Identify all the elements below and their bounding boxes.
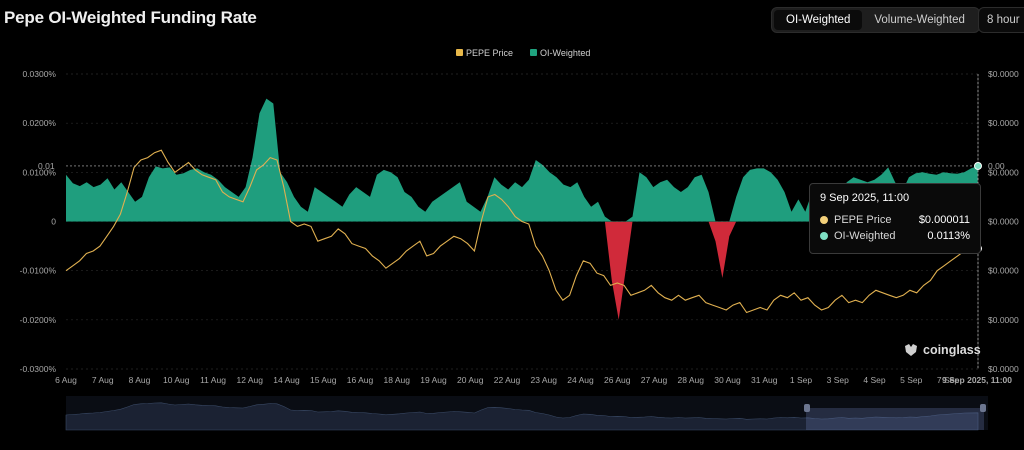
interval-select[interactable]: 8 hour	[978, 7, 1024, 33]
y2-tick-label: $0.0000	[988, 266, 1019, 276]
oi-dot-icon	[820, 232, 828, 240]
crosshair-left-label: 0.01	[38, 161, 55, 171]
tab-volume-weighted[interactable]: Volume-Weighted	[874, 14, 965, 26]
oi-weighted-positive-area	[66, 98, 978, 222]
oi-weighted-marker	[974, 161, 982, 170]
legend-label[interactable]: OI-Weighted	[540, 48, 590, 58]
y2-tick-label: $0.0000	[988, 118, 1019, 128]
y2-tick-label: $0.0000	[988, 364, 1019, 374]
x-tick-label: 18 Aug	[384, 375, 411, 385]
chart-tooltip: 9 Sep 2025, 11:00 PEPE Price $0.000011 O…	[809, 183, 981, 254]
y2-tick-label: $0.0000	[988, 315, 1019, 325]
brand-name: coinglass	[923, 343, 981, 357]
tooltip-row-price: PEPE Price $0.000011	[820, 212, 970, 228]
tooltip-value: 0.0113%	[927, 230, 970, 242]
x-tick-label: 24 Aug	[567, 375, 594, 385]
tooltip-value: $0.000011	[918, 214, 970, 226]
x-tick-label: 7 Aug	[92, 375, 114, 385]
y-tick-label: -0.0300%	[20, 364, 57, 374]
x-tick-label: 1 Sep	[790, 375, 812, 385]
x-tick-label: 30 Aug	[714, 375, 741, 385]
navigator-left-handle[interactable]	[804, 404, 810, 412]
x-tick-label: 22 Aug	[494, 375, 521, 385]
x-tick-label: 8 Aug	[129, 375, 151, 385]
price-dot-icon	[820, 216, 828, 224]
x-tick-label: 14 Aug	[273, 375, 300, 385]
y-tick-label: 0	[51, 217, 56, 227]
x-tick-label: 11 Aug	[200, 375, 226, 385]
page-title: Pepe OI-Weighted Funding Rate	[4, 8, 257, 27]
x-tick-label: 10 Aug	[163, 375, 190, 385]
y-tick-label: -0.0100%	[20, 266, 57, 276]
x-tick-label: 6 Aug	[55, 375, 77, 385]
x-tick-label: 27 Aug	[641, 375, 668, 385]
y2-tick-label: $0.0000	[988, 217, 1019, 227]
x-tick-label: 19 Aug	[420, 375, 447, 385]
x-tick-label: 4 Sep	[863, 375, 885, 385]
x-tick-label: 5 Sep	[900, 375, 922, 385]
y2-tick-label: $0.0000	[988, 69, 1019, 79]
x-tick-label: 31 Aug	[751, 375, 778, 385]
x-tick-label: 12 Aug	[237, 375, 264, 385]
x-tick-label: 9 Sep 2025, 11:00	[942, 375, 1012, 385]
coinglass-watermark: coinglass	[903, 342, 981, 358]
x-tick-label: 7 Sep	[937, 375, 959, 385]
y2-tick-label: $0.0000	[988, 167, 1019, 177]
x-tick-label: 3 Sep	[827, 375, 849, 385]
tab-oi-weighted[interactable]: OI-Weighted	[774, 10, 863, 30]
legend-label[interactable]: PEPE Price	[466, 48, 513, 58]
x-tick-label: 28 Aug	[678, 375, 705, 385]
x-tick-label: 15 Aug	[310, 375, 337, 385]
coinglass-logo-icon	[905, 344, 917, 356]
legend-swatch[interactable]	[456, 49, 463, 56]
x-tick-label: 26 Aug	[604, 375, 631, 385]
x-tick-label: 23 Aug	[531, 375, 558, 385]
crosshair-right-label: 0.00	[988, 161, 1005, 171]
y-tick-label: -0.0200%	[20, 315, 57, 325]
y-tick-label: 0.0200%	[22, 118, 56, 128]
x-tick-label: 20 Aug	[457, 375, 484, 385]
tooltip-label: PEPE Price	[834, 214, 892, 226]
navigator-selection[interactable]	[806, 408, 984, 430]
navigator-mini-chart	[65, 402, 979, 431]
tooltip-label: OI-Weighted	[834, 230, 896, 242]
x-tick-label: 16 Aug	[347, 375, 374, 385]
pepe-price-line	[65, 149, 979, 314]
tooltip-title: 9 Sep 2025, 11:00	[820, 192, 910, 204]
tooltip-row-oi: OI-Weighted 0.0113%	[820, 228, 970, 244]
y-tick-label: 0.0300%	[22, 69, 56, 79]
y-tick-label: 0.0100%	[22, 167, 56, 177]
legend-swatch[interactable]	[530, 49, 537, 56]
navigator-right-handle[interactable]	[980, 404, 986, 412]
